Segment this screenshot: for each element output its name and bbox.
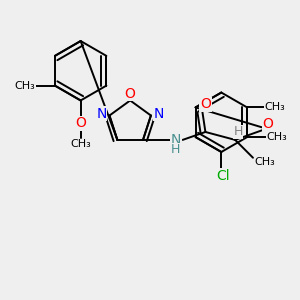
Text: Cl: Cl [217, 169, 230, 183]
Text: N: N [170, 133, 181, 147]
Text: O: O [262, 117, 273, 131]
Text: O: O [200, 97, 211, 111]
Text: H: H [171, 143, 180, 156]
Text: O: O [75, 116, 86, 130]
Text: CH₃: CH₃ [15, 81, 36, 91]
Text: CH₃: CH₃ [254, 157, 275, 167]
Text: CH₃: CH₃ [70, 139, 91, 149]
Text: CH₃: CH₃ [264, 102, 285, 112]
Text: N: N [154, 106, 164, 121]
Text: O: O [125, 86, 136, 100]
Text: CH₃: CH₃ [266, 132, 287, 142]
Text: N: N [96, 106, 107, 121]
Text: H: H [233, 125, 243, 139]
